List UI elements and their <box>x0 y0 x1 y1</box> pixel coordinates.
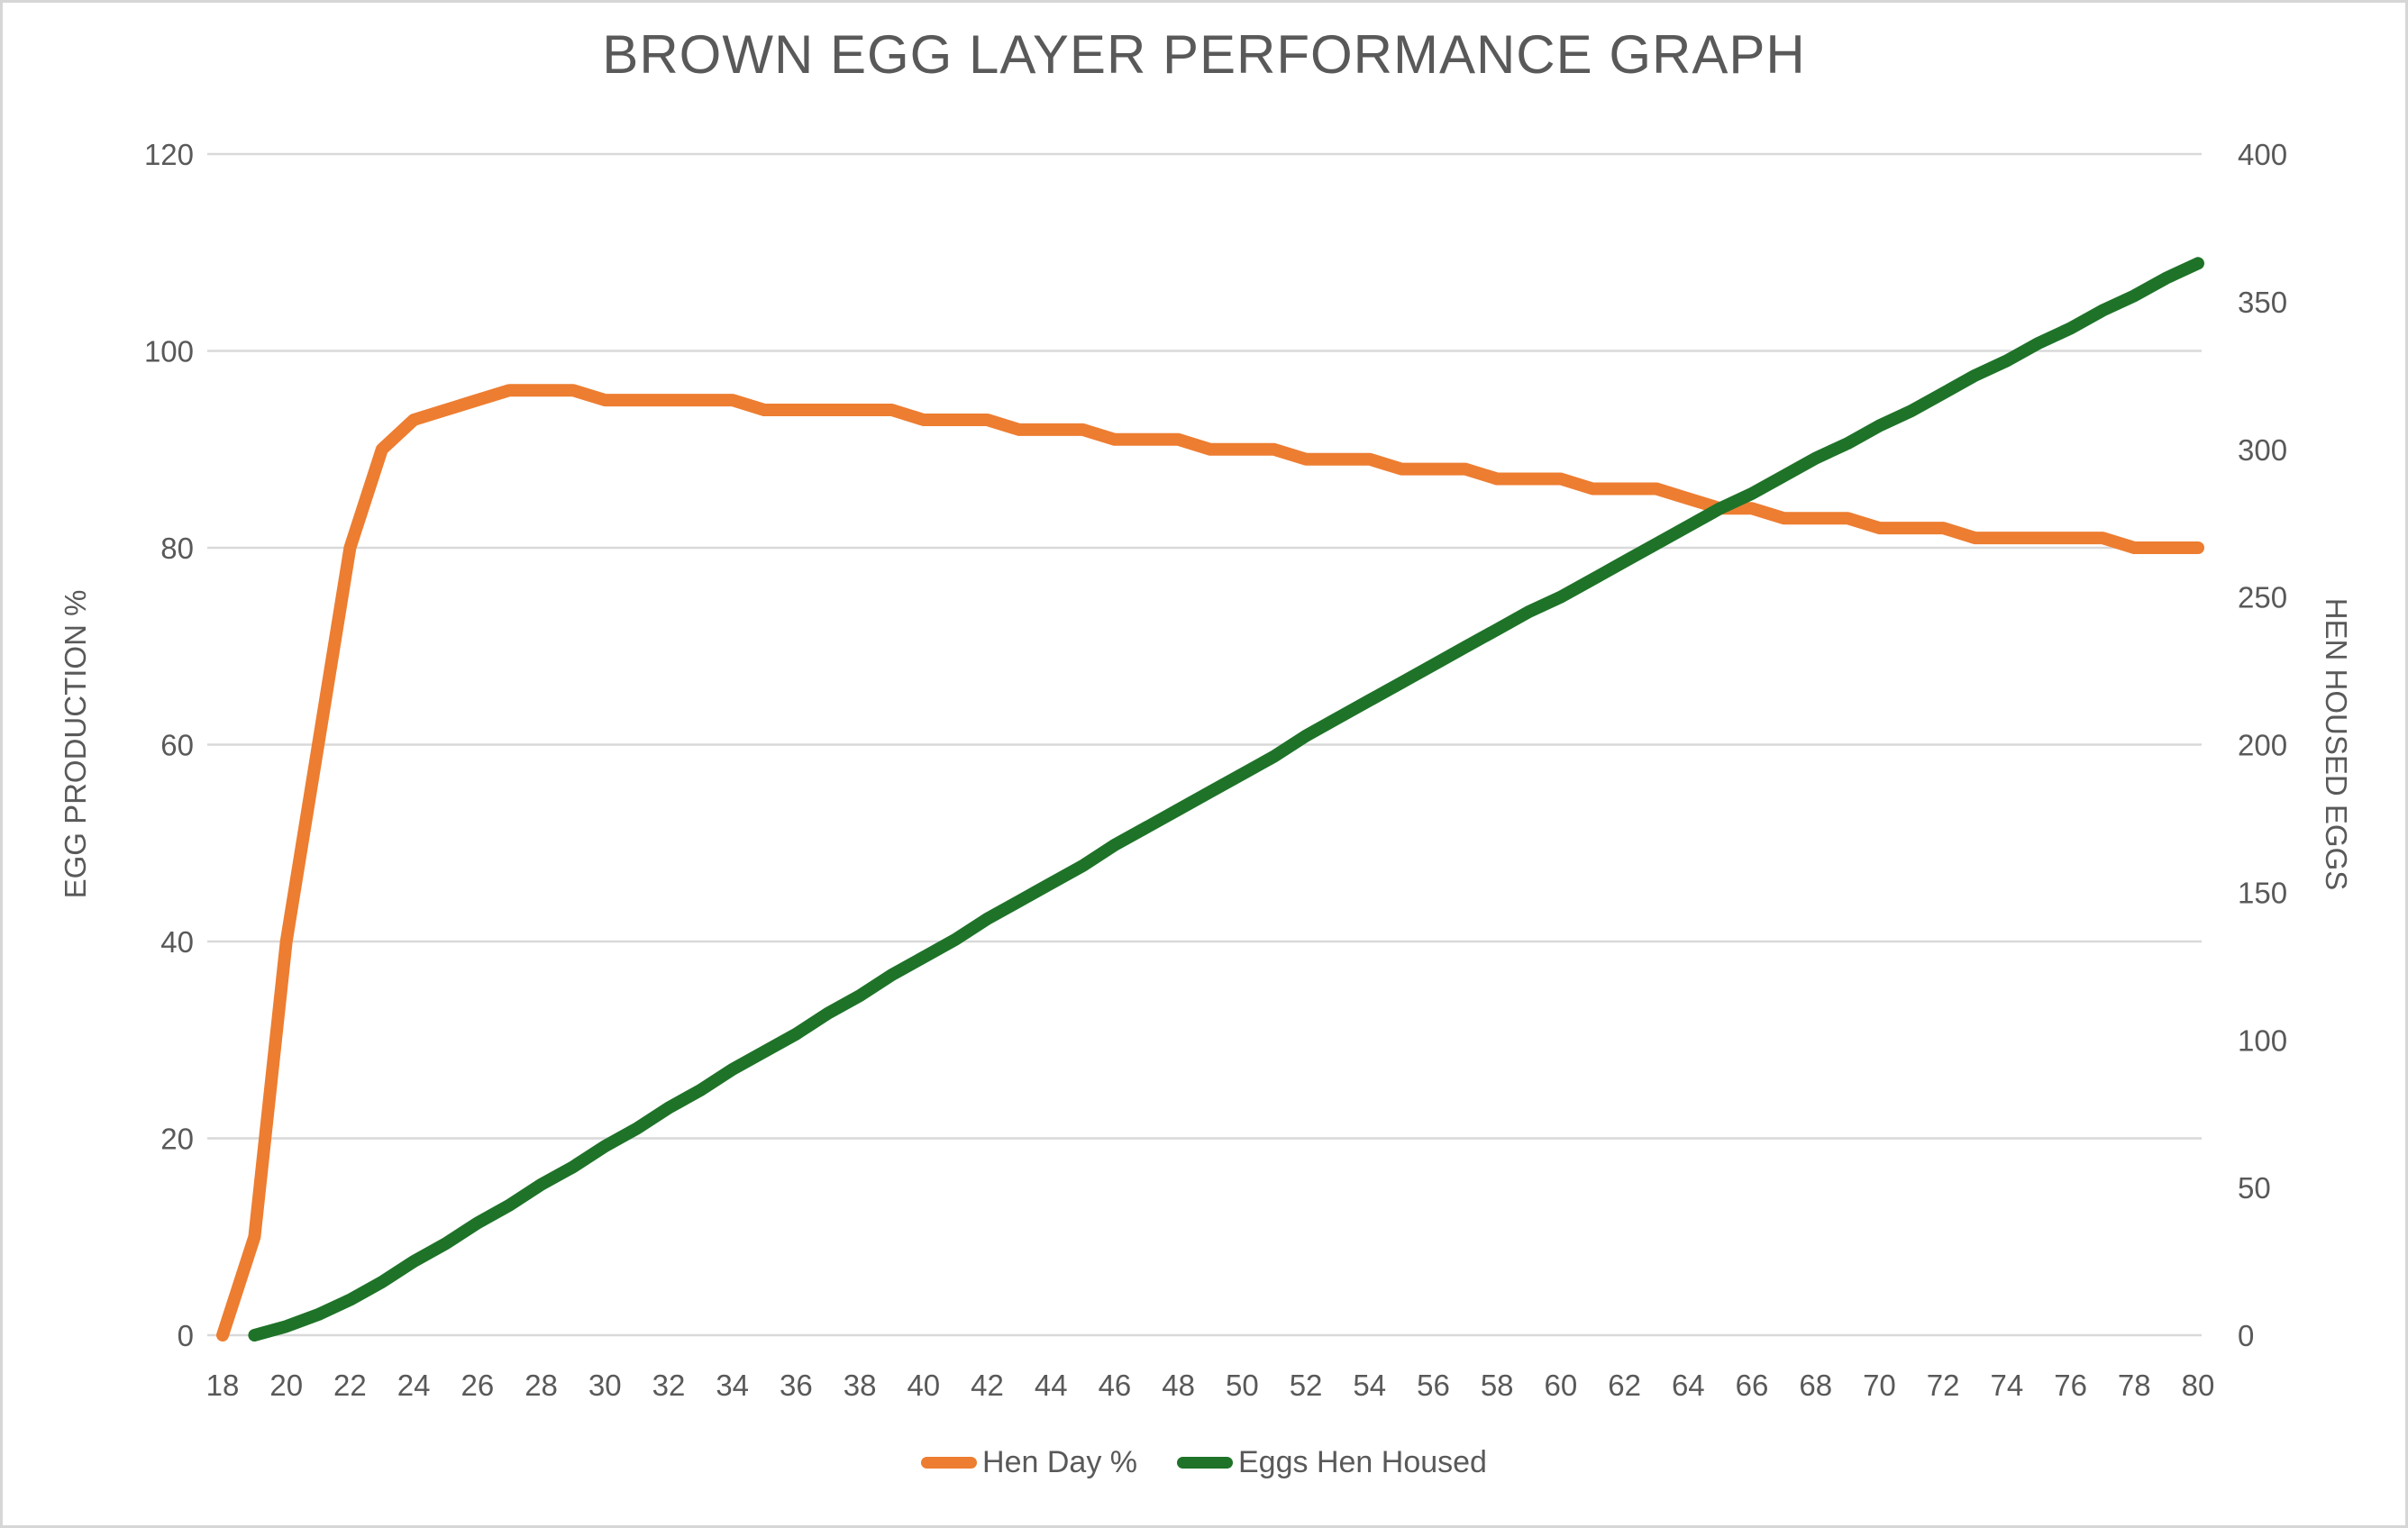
x-axis-tick-label: 64 <box>1672 1369 1705 1402</box>
right-axis-tick-label: 0 <box>2238 1319 2254 1352</box>
x-axis-tick-label: 18 <box>206 1369 240 1402</box>
right-axis-tick-label: 150 <box>2238 876 2287 909</box>
eggs-hen-housed-swatch <box>1177 1457 1233 1469</box>
left-axis-tick-label: 0 <box>178 1319 194 1352</box>
x-axis-tick-label: 40 <box>907 1369 940 1402</box>
right-axis-tick-label: 350 <box>2238 286 2287 319</box>
legend-item-hen-day[interactable]: Hen Day % <box>921 1445 1137 1480</box>
left-axis-tick-label: 60 <box>160 729 194 762</box>
hen-day-line <box>216 384 2204 1342</box>
x-axis-tick-label: 70 <box>1863 1369 1896 1402</box>
chart-legend: Hen Day % Eggs Hen Housed <box>0 1445 2408 1480</box>
right-axis-tick-label: 250 <box>2238 581 2287 614</box>
x-axis-tick-label: 76 <box>2054 1369 2087 1402</box>
chart-title: BROWN EGG LAYER PERFORMANCE GRAPH <box>602 24 1806 85</box>
x-axis-tick-label: 78 <box>2118 1369 2151 1402</box>
hen-day-swatch <box>921 1457 978 1469</box>
x-axis-tick-label: 20 <box>269 1369 303 1402</box>
x-axis-tick-label: 60 <box>1545 1369 1578 1402</box>
x-axis-tick-label: 34 <box>716 1369 749 1402</box>
x-axis-tick-label: 54 <box>1353 1369 1386 1402</box>
right-axis-tick-label: 200 <box>2238 729 2287 762</box>
left-axis-tick-label: 100 <box>144 335 194 368</box>
eggs-hen-housed-line <box>248 257 2204 1342</box>
x-axis-tick-label: 46 <box>1099 1369 1132 1402</box>
x-axis-tick-label: 26 <box>461 1369 494 1402</box>
x-axis-tick-label: 22 <box>333 1369 367 1402</box>
x-axis-tick-label: 42 <box>971 1369 1004 1402</box>
x-axis-tick-label: 28 <box>524 1369 558 1402</box>
x-axis-tick-label: 74 <box>1991 1369 2024 1402</box>
x-axis-tick-label: 80 <box>2182 1369 2215 1402</box>
x-axis-tick-label: 56 <box>1417 1369 1450 1402</box>
right-axis-tick-label: 300 <box>2238 433 2287 467</box>
x-axis-tick-label: 50 <box>1226 1369 1259 1402</box>
x-axis-tick-label: 72 <box>1927 1369 1960 1402</box>
x-axis-tick-label: 44 <box>1035 1369 1068 1402</box>
x-axis-tick-label: 58 <box>1481 1369 1514 1402</box>
right-axis-tick-label: 100 <box>2238 1023 2287 1057</box>
left-axis-tick-label: 120 <box>144 138 194 171</box>
left-axis-tick-label: 20 <box>160 1123 194 1156</box>
right-axis-tick-label: 400 <box>2238 138 2287 171</box>
legend-label-hen-day: Hen Day % <box>982 1445 1137 1479</box>
left-axis-tick-label: 40 <box>160 925 194 959</box>
x-axis-tick-label: 62 <box>1608 1369 1641 1402</box>
right-axis-tick-label: 50 <box>2238 1171 2271 1205</box>
x-axis-tick-label: 66 <box>1736 1369 1769 1402</box>
x-axis-tick-label: 68 <box>1799 1369 1832 1402</box>
x-axis-tick-label: 24 <box>397 1369 431 1402</box>
x-axis-tick-label: 52 <box>1290 1369 1323 1402</box>
x-axis-tick-label: 30 <box>588 1369 622 1402</box>
legend-item-eggs-hen-housed[interactable]: Eggs Hen Housed <box>1177 1445 1487 1480</box>
left-axis-tick-label: 80 <box>160 532 194 565</box>
x-axis-tick-label: 36 <box>780 1369 813 1402</box>
x-axis-tick-label: 38 <box>844 1369 877 1402</box>
x-axis-tick-label: 32 <box>652 1369 686 1402</box>
legend-label-eggs-hen-housed: Eggs Hen Housed <box>1238 1445 1487 1479</box>
x-axis-tick-label: 48 <box>1162 1369 1195 1402</box>
